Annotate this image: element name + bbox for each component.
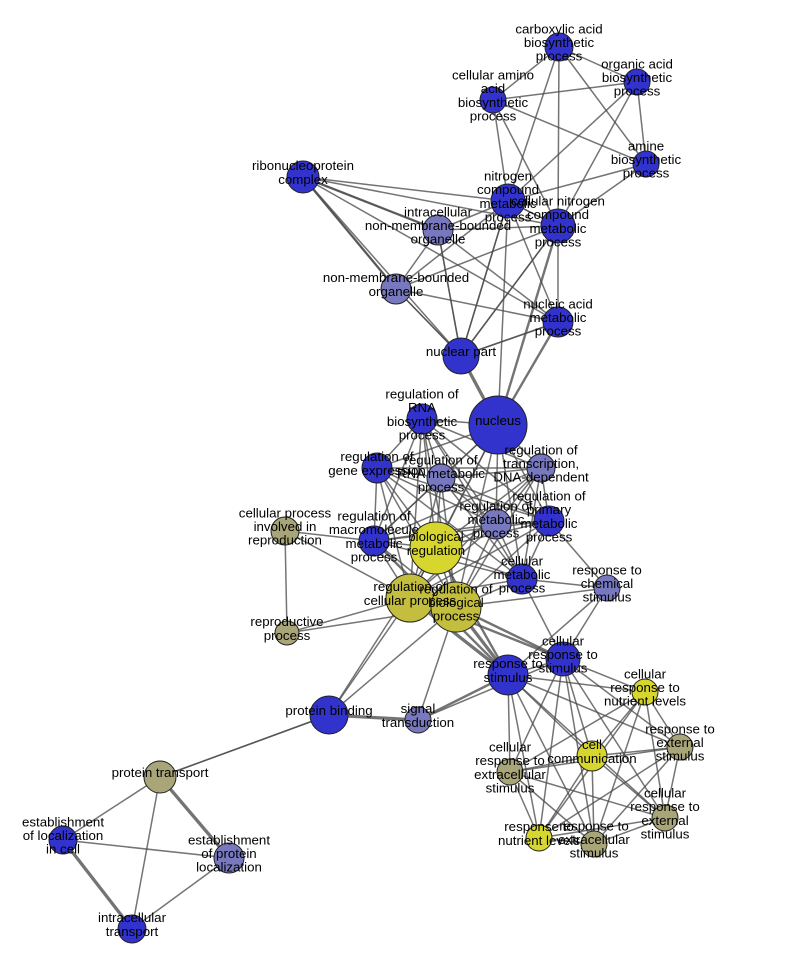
- svg-text:protein transport: protein transport: [112, 765, 209, 780]
- svg-text:protein binding: protein binding: [285, 703, 372, 718]
- svg-text:nuclear part: nuclear part: [426, 344, 497, 359]
- svg-text:nucleus: nucleus: [475, 413, 521, 428]
